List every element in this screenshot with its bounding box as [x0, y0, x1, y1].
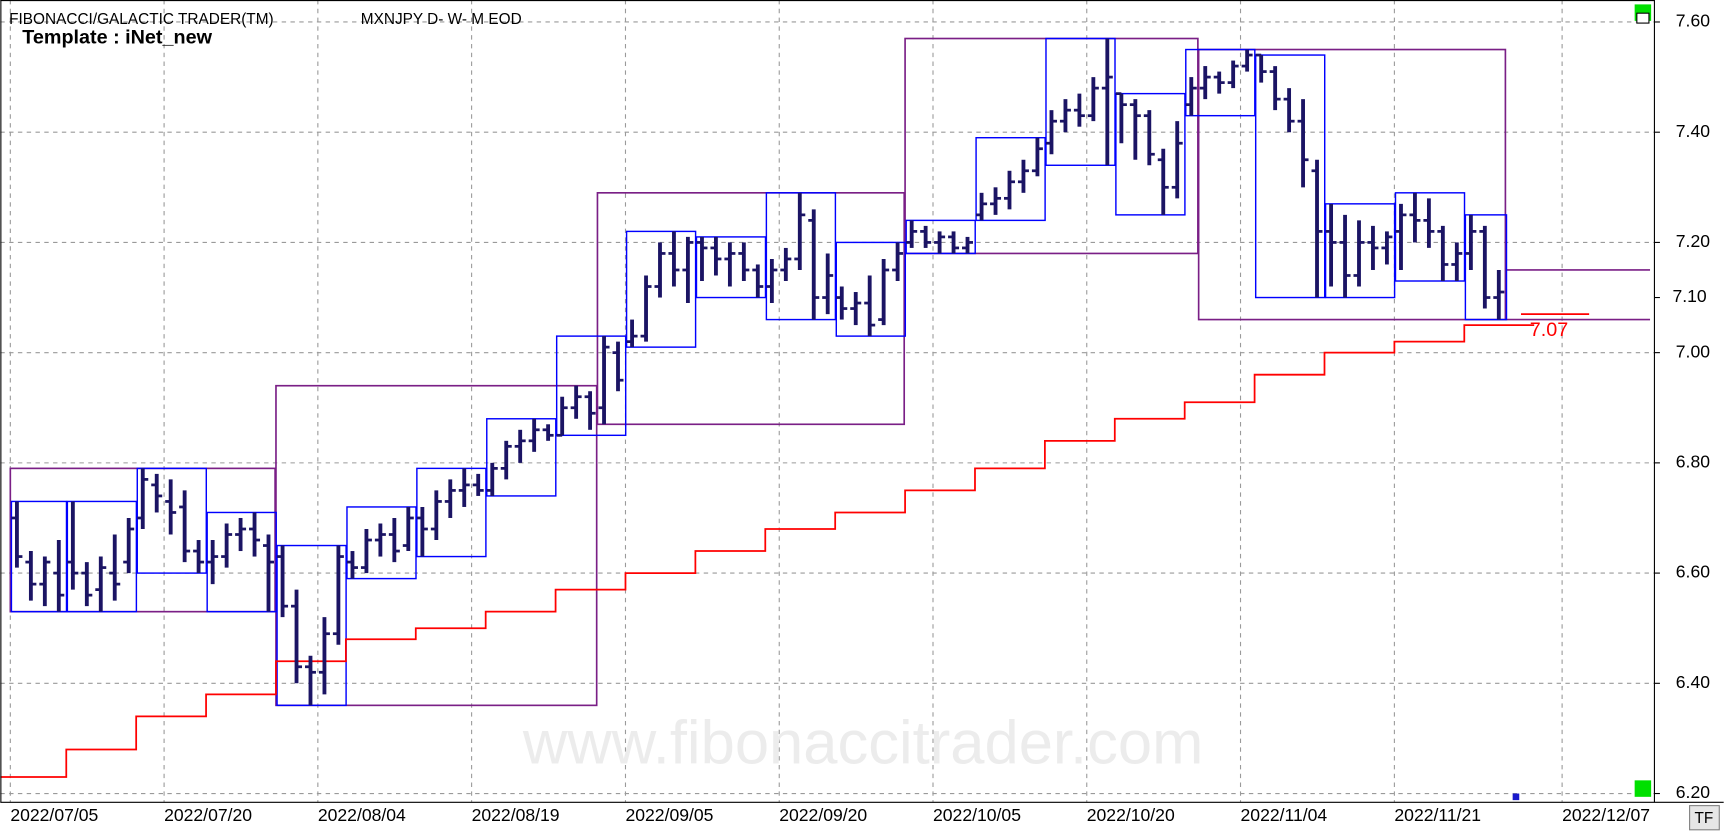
x-tick-label: 2022/11/04: [1241, 805, 1328, 825]
monthly-box: [596, 192, 906, 426]
y-tick-label: 7.60: [1676, 11, 1710, 31]
x-tick-label: 2022/08/19: [472, 805, 560, 825]
watermark: www.fibonaccitrader.com: [522, 709, 1204, 778]
weekly-box: [1115, 92, 1186, 216]
weekly-box: [1185, 48, 1256, 117]
weekly-box: [695, 236, 767, 299]
x-tick-label: 2022/09/20: [779, 805, 867, 825]
x-tick-label: 2022/10/20: [1087, 805, 1175, 825]
app-title: FIBONACCI/GALACTIC TRADER(TM): [9, 11, 274, 28]
y-tick-label: 6.60: [1676, 562, 1710, 582]
x-tick-label: 2022/08/04: [318, 805, 406, 825]
y-tick-label: 7.20: [1676, 231, 1710, 251]
weekly-box: [1254, 54, 1326, 299]
marks-layer: 7.07: [0, 37, 1651, 778]
x-tick-label: 2022/12/07: [1562, 805, 1650, 825]
y-tick-label: 7.00: [1676, 341, 1710, 361]
weekly-box: [555, 335, 627, 437]
stop-projection-label: 7.07: [1530, 319, 1568, 341]
weekly-box: [1464, 214, 1508, 321]
weekly-box: [486, 418, 557, 497]
y-tick-label: 6.40: [1676, 672, 1710, 692]
weekly-box: [10, 500, 68, 613]
window-icon[interactable]: [1636, 12, 1650, 24]
weekly-box: [1045, 37, 1116, 166]
x-tick-label: 2022/10/05: [933, 805, 1021, 825]
cursor-marker: [1512, 793, 1520, 801]
weekly-box: [975, 136, 1046, 222]
x-tick-label: 2022/07/20: [164, 805, 252, 825]
axis-layer: 7.60 7.40 7.20 7.00 6.80 6.60 6.40 6.20 7.10 2022…: [10, 11, 1710, 826]
weekly-box: [625, 230, 697, 348]
weekly-box: [276, 544, 347, 707]
y-tick-label: 7.40: [1676, 121, 1710, 141]
y-tick-label: 6.80: [1676, 452, 1710, 472]
template-label: Template : iNet_new: [22, 27, 212, 49]
tf-button-label[interactable]: TF: [1694, 810, 1713, 827]
x-tick-label: 2022/09/05: [625, 805, 713, 825]
weekly-box: [1394, 192, 1466, 282]
weekly-box: [416, 467, 487, 558]
stop-line: [0, 324, 1535, 778]
corner-square: [1634, 780, 1652, 797]
tf-button[interactable]: [1689, 805, 1720, 831]
last-price-label: 7.10: [1672, 286, 1706, 306]
monthly-box: [1197, 48, 1507, 321]
weekly-box: [1324, 203, 1396, 299]
grid-layer: [0, 0, 1655, 803]
y-tick-label: 6.20: [1676, 782, 1710, 802]
weekly-box: [346, 506, 417, 580]
symbol-label: MXNJPY D- W- M EOD: [361, 11, 522, 28]
x-tick-label: 2022/11/21: [1394, 805, 1481, 825]
x-tick-label: 2022/07/05: [10, 805, 98, 825]
weekly-box: [136, 467, 208, 574]
